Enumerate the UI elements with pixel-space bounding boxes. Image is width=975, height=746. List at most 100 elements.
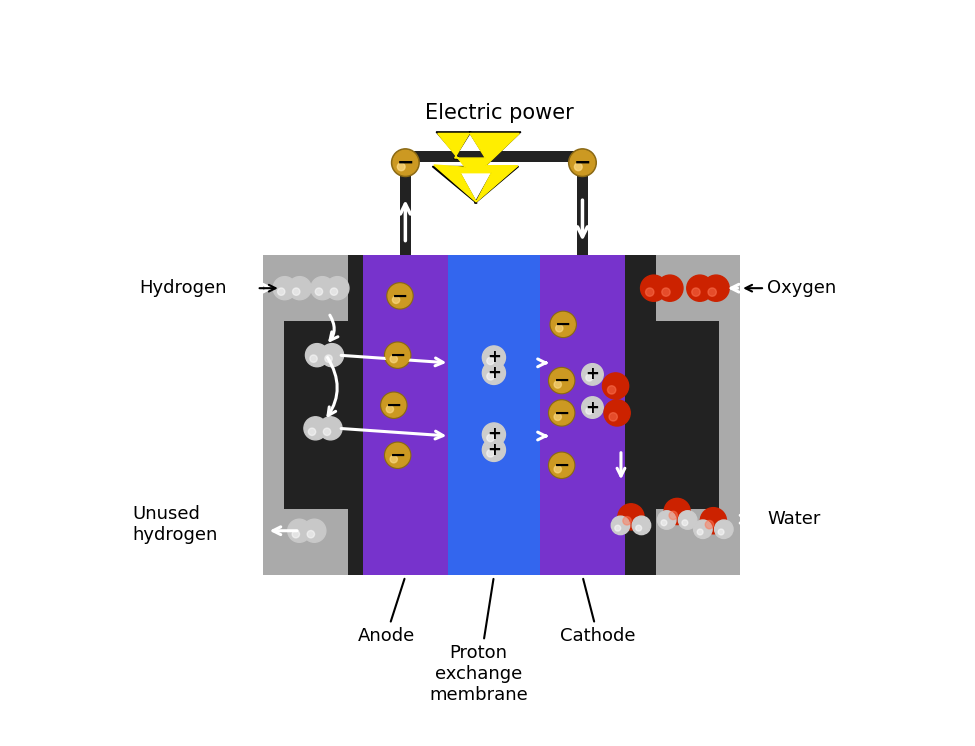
Text: −: −	[554, 404, 569, 422]
Circle shape	[554, 466, 562, 473]
Text: +: +	[487, 425, 501, 443]
Circle shape	[582, 397, 604, 419]
Circle shape	[382, 393, 406, 417]
Circle shape	[398, 163, 405, 171]
Bar	[540, 255, 625, 574]
Circle shape	[609, 413, 617, 421]
Circle shape	[603, 373, 629, 399]
Circle shape	[390, 355, 398, 363]
Text: Unused
hydrogen: Unused hydrogen	[132, 505, 217, 544]
Text: Water: Water	[767, 510, 821, 528]
Text: −: −	[554, 371, 569, 390]
Circle shape	[487, 450, 494, 457]
Circle shape	[568, 148, 597, 177]
Bar	[400, 151, 410, 255]
Text: +: +	[586, 366, 600, 383]
Circle shape	[331, 288, 337, 295]
Text: −: −	[573, 153, 591, 172]
Bar	[448, 255, 540, 574]
Text: Hydrogen: Hydrogen	[139, 279, 227, 297]
Text: −: −	[554, 456, 569, 474]
Circle shape	[645, 288, 654, 296]
Circle shape	[386, 406, 394, 413]
Circle shape	[664, 498, 690, 524]
Circle shape	[388, 284, 411, 308]
Circle shape	[387, 283, 413, 309]
Circle shape	[615, 525, 621, 531]
Circle shape	[554, 381, 562, 388]
Circle shape	[321, 344, 343, 367]
Circle shape	[661, 520, 667, 526]
Circle shape	[611, 516, 630, 535]
Circle shape	[384, 442, 410, 468]
Circle shape	[551, 313, 575, 336]
Circle shape	[380, 392, 407, 419]
Text: +: +	[487, 364, 501, 382]
Circle shape	[574, 163, 582, 171]
Bar	[263, 510, 348, 574]
Circle shape	[556, 325, 563, 332]
Text: −: −	[392, 286, 409, 305]
Circle shape	[390, 456, 398, 463]
Circle shape	[487, 434, 494, 442]
Circle shape	[483, 423, 505, 446]
Text: Cathode: Cathode	[560, 579, 636, 645]
Circle shape	[586, 407, 593, 414]
Bar	[655, 510, 740, 574]
Circle shape	[326, 277, 349, 300]
Circle shape	[550, 311, 576, 337]
Circle shape	[719, 529, 724, 535]
Text: −: −	[389, 345, 406, 365]
Circle shape	[487, 357, 494, 365]
Circle shape	[641, 275, 667, 301]
Circle shape	[693, 520, 712, 539]
Circle shape	[292, 530, 299, 538]
Text: +: +	[487, 441, 501, 459]
Circle shape	[554, 413, 562, 421]
Text: −: −	[386, 395, 402, 415]
Bar	[263, 255, 348, 321]
Circle shape	[393, 151, 417, 175]
Circle shape	[549, 368, 575, 394]
Circle shape	[682, 520, 687, 526]
Text: Electric power: Electric power	[425, 103, 573, 122]
Bar	[400, 151, 588, 162]
Circle shape	[325, 355, 332, 363]
Circle shape	[607, 386, 616, 394]
Circle shape	[550, 369, 573, 392]
Circle shape	[582, 363, 604, 385]
Bar	[719, 255, 740, 574]
Circle shape	[669, 511, 678, 520]
Circle shape	[604, 400, 630, 426]
Text: −: −	[389, 446, 406, 465]
Circle shape	[657, 511, 676, 529]
Circle shape	[705, 521, 714, 529]
Circle shape	[386, 343, 410, 367]
Circle shape	[308, 428, 316, 436]
Circle shape	[703, 275, 729, 301]
Circle shape	[307, 530, 315, 538]
Circle shape	[278, 288, 285, 295]
Bar	[263, 255, 740, 574]
Text: Proton
exchange
membrane: Proton exchange membrane	[429, 579, 527, 703]
Circle shape	[691, 288, 700, 296]
Circle shape	[292, 288, 300, 295]
Circle shape	[315, 288, 323, 295]
Circle shape	[289, 277, 311, 300]
Circle shape	[686, 275, 713, 301]
Circle shape	[697, 529, 703, 535]
Circle shape	[483, 346, 505, 369]
Circle shape	[715, 520, 733, 539]
Circle shape	[550, 454, 573, 477]
Circle shape	[310, 355, 317, 363]
Polygon shape	[432, 132, 521, 204]
Circle shape	[662, 288, 670, 296]
Circle shape	[392, 296, 400, 304]
Circle shape	[700, 507, 726, 534]
Circle shape	[483, 439, 505, 462]
Text: +: +	[586, 398, 600, 416]
Bar	[655, 255, 740, 321]
Circle shape	[386, 443, 410, 467]
Circle shape	[549, 452, 575, 478]
Circle shape	[618, 504, 644, 530]
